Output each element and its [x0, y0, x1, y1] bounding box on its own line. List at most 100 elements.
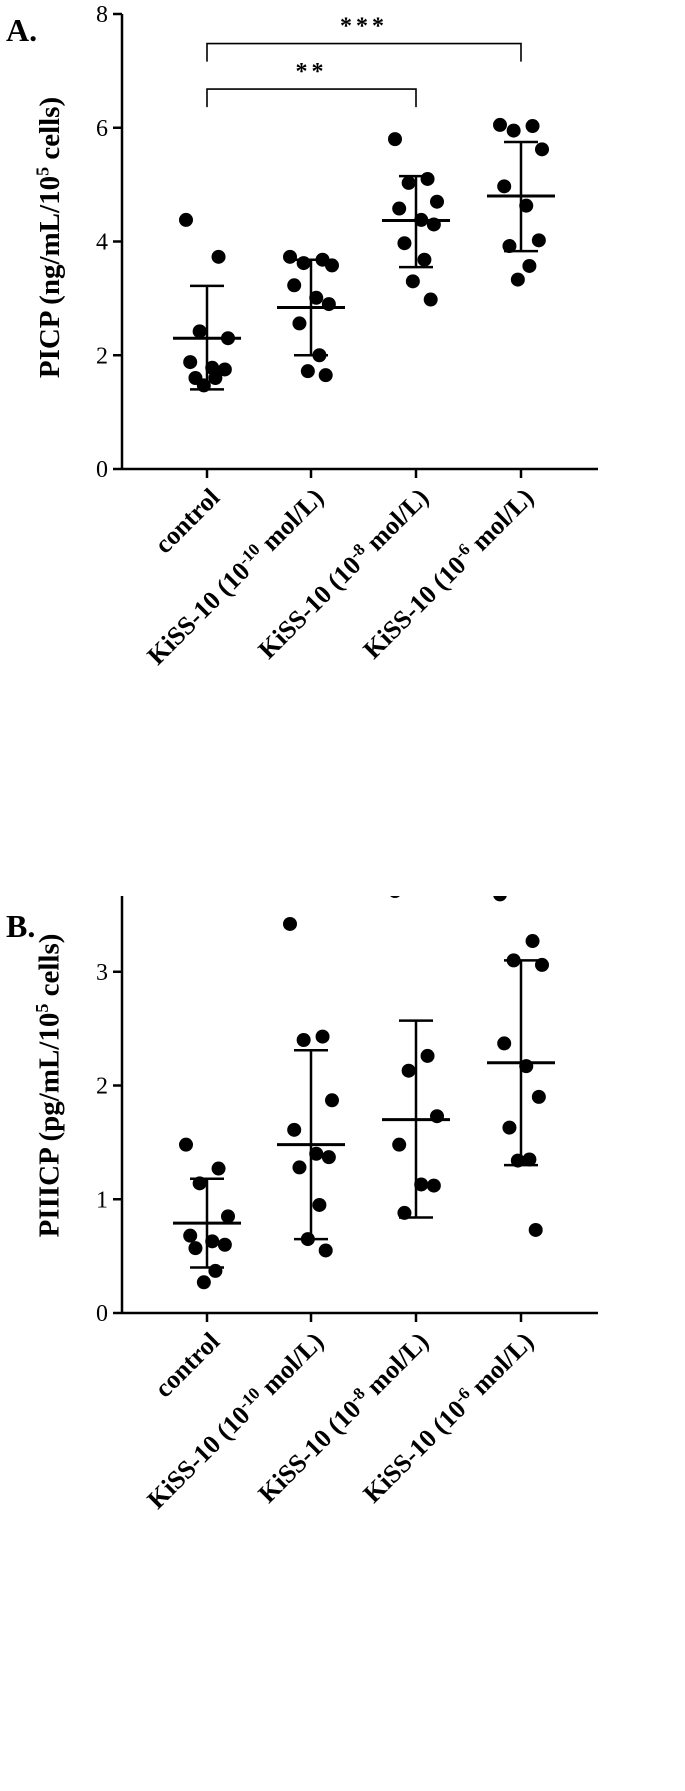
data-point — [283, 249, 297, 264]
significance-bracket — [206, 42, 522, 62]
data-point — [309, 290, 324, 305]
y-tick-label: 1 — [96, 1187, 108, 1213]
data-point — [497, 1036, 512, 1051]
data-point — [217, 1237, 232, 1252]
category-base: KiSS-10 (10 — [253, 1394, 367, 1508]
significance-bracket — [206, 88, 417, 108]
category-base: KiSS-10 (10 — [142, 556, 256, 670]
data-point — [528, 1222, 543, 1237]
data-point — [392, 201, 407, 216]
data-point — [502, 1120, 517, 1135]
data-point — [497, 179, 512, 194]
category-unit: mol/L) — [356, 1327, 434, 1405]
category-base: control — [149, 1327, 225, 1403]
category-base: KiSS-10 (10 — [253, 550, 367, 664]
data-point — [493, 896, 507, 902]
data-point — [525, 934, 540, 949]
data-point — [183, 1228, 198, 1243]
category-unit: mol/L) — [251, 483, 329, 561]
data-point — [208, 371, 223, 385]
data-point — [179, 212, 193, 227]
category-unit: mol/L) — [461, 483, 539, 561]
data-point — [401, 1063, 416, 1078]
panel-b: B. 01234controlKiSS-10 (10-10 mol/L)KiSS… — [0, 896, 685, 1791]
category-base: KiSS-10 (10 — [358, 550, 472, 664]
data-point — [525, 119, 540, 134]
data-point — [397, 236, 412, 251]
x-category-label: KiSS-10 (10-8 mol/L) — [251, 1326, 434, 1509]
y-axis-label-main: PIIICP (pg/mL/10 — [33, 1012, 66, 1237]
data-point — [221, 1209, 235, 1224]
data-point — [300, 364, 315, 379]
category-unit: mol/L) — [356, 483, 434, 561]
data-point — [426, 1178, 441, 1193]
data-point — [420, 171, 435, 186]
y-tick-label: 6 — [96, 116, 108, 142]
data-point — [179, 1137, 193, 1152]
data-point — [535, 957, 549, 972]
data-point — [292, 316, 307, 331]
data-point — [392, 1137, 407, 1152]
data-point — [292, 1160, 307, 1175]
x-category-label: KiSS-10 (10-8 mol/L) — [251, 482, 434, 665]
data-point — [196, 1275, 211, 1290]
data-point — [519, 198, 534, 213]
data-point — [493, 117, 507, 132]
x-category-label: KiSS-10 (10-6 mol/L) — [356, 482, 539, 665]
data-point — [287, 278, 302, 293]
data-point — [211, 249, 226, 264]
data-point — [318, 368, 333, 383]
data-point — [388, 132, 402, 147]
x-category-label: KiSS-10 (10-6 mol/L) — [356, 1326, 539, 1509]
category-base: control — [149, 483, 225, 559]
data-point — [315, 1029, 330, 1044]
data-point — [417, 252, 432, 267]
y-axis-label: PIIICP (pg/mL/105 cells) — [32, 933, 66, 1237]
data-point — [192, 324, 207, 339]
panel-a: A. 0 2 4 6 8 control KiSS-10 (10-10 mol/L) KiSS… — [0, 0, 685, 895]
data-point — [217, 362, 232, 377]
y-axis-label-unit: cells) — [33, 933, 66, 1004]
data-point — [318, 1243, 333, 1258]
data-point — [522, 258, 537, 273]
data-point — [309, 1146, 324, 1161]
y-tick-label: 0 — [96, 457, 108, 483]
y-tick-label: 2 — [96, 343, 108, 369]
x-category-label: control — [149, 483, 225, 559]
category-unit: mol/L) — [461, 1327, 539, 1405]
x-category-label: control — [149, 1327, 225, 1403]
data-point — [325, 258, 339, 273]
y-axis-label-unit: cells) — [33, 96, 66, 167]
data-point — [208, 1263, 223, 1278]
data-point — [183, 355, 198, 370]
y-axis-label: PICP (ng/mL/105 cells) — [32, 96, 66, 378]
piiicp-chart: 01234controlKiSS-10 (10-10 mol/L)KiSS-10… — [96, 896, 598, 1515]
x-category-label: KiSS-10 (10-10 mol/L) — [140, 1326, 329, 1515]
data-point — [401, 175, 416, 190]
data-point — [283, 916, 297, 931]
data-point — [321, 1150, 336, 1165]
data-point — [296, 256, 311, 271]
data-point — [531, 1089, 546, 1104]
significance-label: *** — [340, 14, 388, 40]
data-point — [414, 1177, 429, 1192]
data-point — [390, 896, 400, 898]
category-unit: mol/L) — [251, 1327, 329, 1405]
y-tick-label: 3 — [96, 960, 108, 986]
data-point — [287, 1122, 302, 1137]
data-point — [405, 274, 420, 289]
data-point — [312, 1197, 327, 1212]
data-point — [522, 1152, 537, 1167]
data-point — [430, 194, 444, 209]
data-point — [325, 1093, 339, 1108]
data-point — [211, 1161, 226, 1176]
data-point — [188, 1241, 203, 1256]
y-tick-label: 0 — [96, 1301, 108, 1327]
y-axis-label-exponent: 5 — [31, 166, 52, 176]
data-point — [296, 1033, 311, 1047]
y-tick-label: 2 — [96, 1074, 108, 1100]
x-category-label: KiSS-10 (10-10 mol/L) — [140, 482, 329, 671]
y-axis-label-main: PICP (ng/mL/10 — [33, 175, 66, 378]
category-base: KiSS-10 (10 — [142, 1400, 256, 1514]
